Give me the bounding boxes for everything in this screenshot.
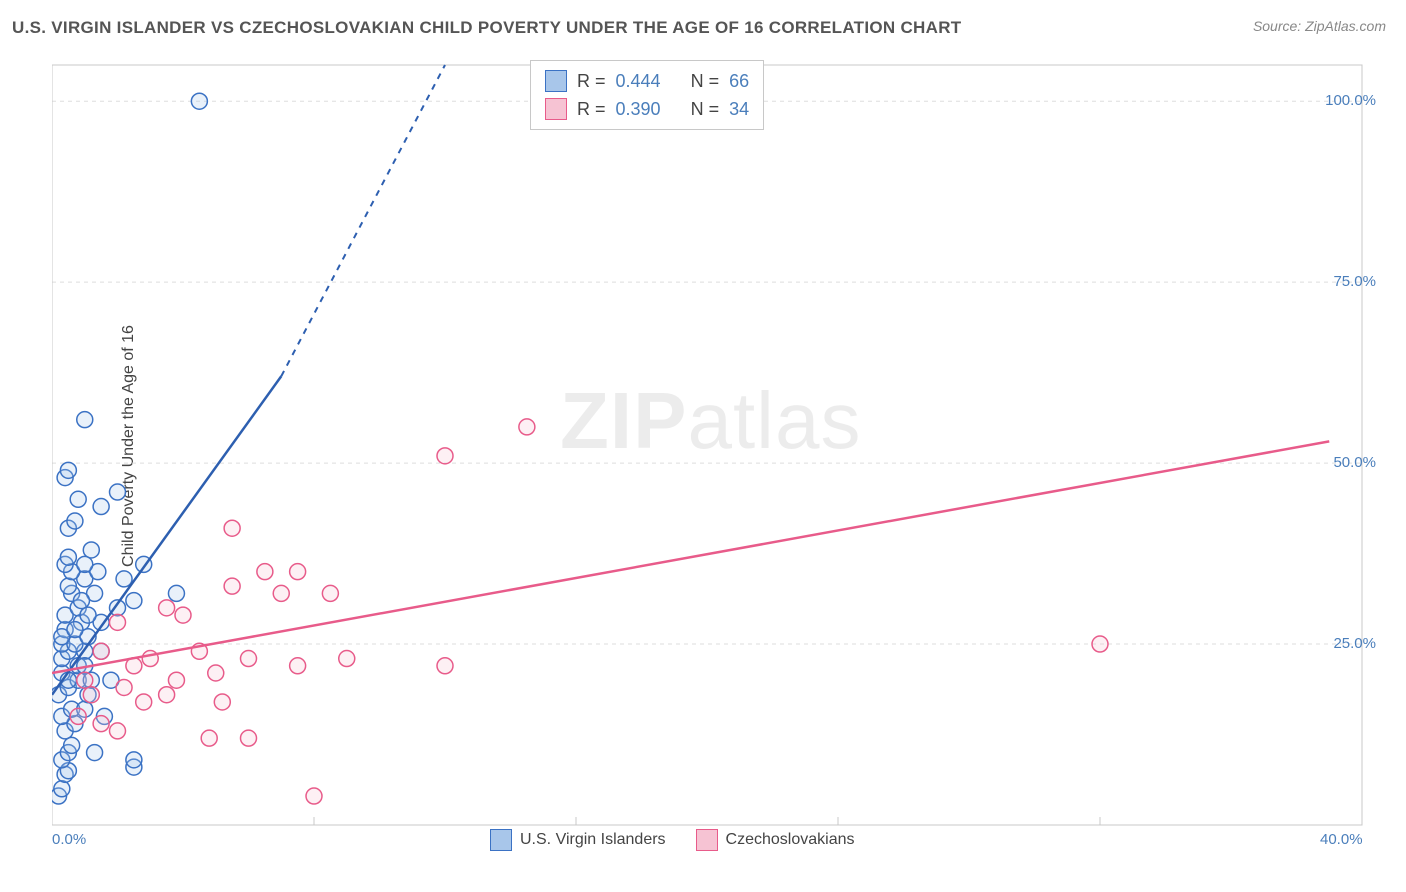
- legend-label: U.S. Virgin Islanders: [520, 831, 666, 848]
- y-tick-label: 50.0%: [1333, 454, 1376, 471]
- y-tick-label: 100.0%: [1325, 92, 1376, 109]
- chart-container: U.S. VIRGIN ISLANDER VS CZECHOSLOVAKIAN …: [0, 0, 1406, 892]
- plot-area: [52, 55, 1382, 845]
- legend-swatch: [545, 98, 567, 120]
- stats-row: R = 0.390 N = 34: [545, 95, 749, 123]
- y-tick-label: 25.0%: [1333, 635, 1376, 652]
- r-label: R =: [577, 95, 606, 123]
- source-label: Source: ZipAtlas.com: [1253, 18, 1386, 34]
- stats-row: R = 0.444 N = 66: [545, 67, 749, 95]
- r-value: 0.444: [616, 67, 661, 95]
- r-value: 0.390: [616, 95, 661, 123]
- n-label: N =: [691, 95, 720, 123]
- chart-svg: [52, 55, 1382, 845]
- n-value: 34: [729, 95, 749, 123]
- legend-label: Czechoslovakians: [726, 831, 855, 848]
- n-label: N =: [691, 67, 720, 95]
- stats-legend-box: R = 0.444 N = 66 R = 0.390 N = 34: [530, 60, 764, 130]
- legend-swatch: [490, 829, 512, 851]
- legend-swatch: [545, 70, 567, 92]
- y-tick-label: 75.0%: [1333, 273, 1376, 290]
- chart-title: U.S. VIRGIN ISLANDER VS CZECHOSLOVAKIAN …: [12, 18, 961, 38]
- n-value: 66: [729, 67, 749, 95]
- legend-swatch: [696, 829, 718, 851]
- x-tick-label: 0.0%: [52, 831, 86, 848]
- x-tick-label: 40.0%: [1320, 831, 1363, 848]
- legend-item: Czechoslovakians: [696, 829, 855, 851]
- r-label: R =: [577, 67, 606, 95]
- series-legend: U.S. Virgin Islanders Czechoslovakians: [490, 829, 855, 851]
- legend-item: U.S. Virgin Islanders: [490, 829, 666, 851]
